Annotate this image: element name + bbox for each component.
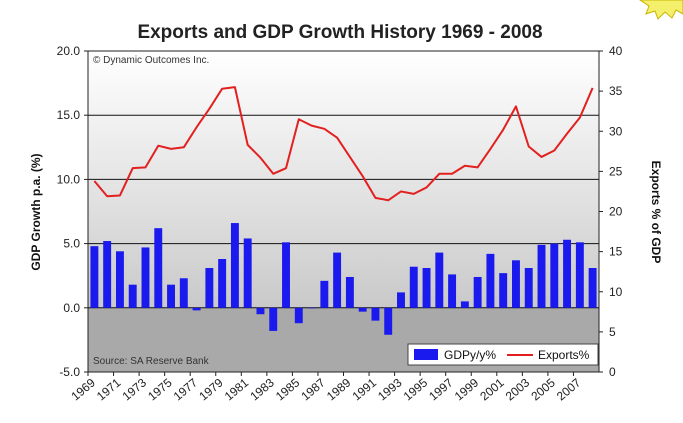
bar-gdp-1972	[128, 284, 137, 308]
tick-label-right: 5	[609, 325, 616, 339]
bar-gdp-1991	[371, 307, 380, 321]
tick-label-left: 5.0	[63, 237, 80, 251]
bar-gdp-1970	[103, 241, 112, 308]
tick-label-x: 1991	[350, 375, 380, 403]
tick-label-x: 1973	[120, 375, 150, 403]
tick-label-x: 2003	[503, 375, 533, 403]
tick-label-x: 1969	[68, 375, 98, 403]
bar-gdp-2004	[537, 244, 546, 308]
legend-box	[407, 343, 599, 366]
bar-gdp-1987	[320, 280, 329, 308]
tick-label-x: 1981	[222, 375, 252, 403]
tick-label-x: 2001	[477, 375, 507, 403]
bar-gdp-1996	[435, 252, 444, 308]
tick-label-x: 1975	[145, 375, 175, 403]
bar-gdp-1999	[473, 276, 482, 308]
tick-label-right: 15	[609, 245, 623, 259]
tick-label-x: 1977	[171, 375, 201, 403]
line-exports	[93, 86, 594, 202]
tick-label-x: 1995	[401, 375, 431, 403]
tick-label-x: 1971	[94, 375, 124, 403]
bar-gdp-1978	[205, 268, 214, 308]
tick-label-x: 1989	[324, 375, 354, 403]
bar-gdp-1997	[448, 274, 457, 308]
copyright-note: © Dynamic Outcomes Inc.	[93, 55, 209, 66]
tick-label-x: 1999	[452, 375, 482, 403]
bar-gdp-1973	[141, 247, 150, 308]
bar-gdp-1975	[167, 284, 175, 308]
bar-gdp-1995	[422, 268, 431, 308]
bar-gdp-1994	[409, 266, 418, 308]
plot-border	[87, 50, 600, 373]
tick-label-right: 0	[609, 365, 616, 379]
tick-label-right: 10	[609, 285, 623, 299]
tick-label-right: 40	[609, 44, 623, 58]
tick-label-right: 30	[609, 124, 623, 138]
chart-title: Exports and GDP Growth History 1969 - 20…	[137, 22, 542, 43]
bar-gdp-1971	[115, 251, 124, 308]
bar-gdp-1984	[282, 242, 290, 308]
bar-gdp-1981	[243, 238, 252, 308]
tick-label-x: 1979	[196, 375, 226, 403]
bar-gdp-2007	[575, 242, 584, 308]
bar-gdp-2001	[499, 273, 508, 308]
bar-gdp-1986	[307, 307, 316, 309]
bar-gdp-2005	[550, 243, 559, 308]
tick-label-x: 2007	[554, 375, 584, 403]
tick-label-right: 25	[609, 164, 623, 178]
tick-label-x: 1983	[247, 375, 277, 403]
legend-label-gdp: GDPy/y%	[444, 348, 496, 362]
bar-gdp-1992	[384, 307, 393, 335]
bar-gdp-2000	[486, 253, 495, 308]
bar-gdp-1993	[397, 292, 405, 308]
tick-label-right: 20	[609, 205, 623, 219]
bar-gdp-1983	[269, 307, 278, 331]
bar-gdp-1979	[218, 259, 227, 308]
bar-gdp-1977	[192, 307, 201, 311]
source-note: Source: SA Reserve Bank	[93, 356, 210, 367]
y-axis-right-title: Exports % of GDP	[649, 161, 663, 264]
tick-label-left: 0.0	[63, 301, 80, 315]
tick-label-x: 1997	[426, 375, 456, 403]
tick-label-x: 1985	[273, 375, 303, 403]
bar-gdp-1980	[230, 223, 239, 308]
bar-gdp-1982	[256, 307, 265, 315]
tick-label-left: 15.0	[57, 108, 81, 122]
bar-gdp-2006	[563, 239, 572, 308]
tick-label-left: 20.0	[57, 44, 81, 58]
legend-swatch-gdp	[414, 349, 438, 360]
tick-label-left: -5.0	[59, 365, 80, 379]
tick-label-right: 35	[609, 84, 623, 98]
bar-gdp-2002	[512, 260, 520, 308]
tick-label-left: 10.0	[57, 172, 81, 186]
y-axis-left-title: GDP Growth p.a. (%)	[29, 153, 43, 270]
tick-label-x: 1987	[298, 375, 328, 403]
bar-gdp-1998	[460, 301, 469, 308]
bar-gdp-1976	[179, 278, 188, 308]
bar-gdp-1969	[90, 246, 99, 308]
bar-gdp-1990	[358, 307, 367, 312]
bar-gdp-1985	[294, 307, 303, 324]
tick-label-x: 1993	[375, 375, 405, 403]
bar-gdp-2008	[588, 268, 597, 308]
corner-burst-shape	[639, 0, 683, 20]
bar-gdp-1988	[333, 252, 342, 308]
bar-gdp-2003	[524, 268, 533, 308]
legend-label-exports: Exports%	[538, 348, 590, 362]
legend: GDPy/y% Exports%	[407, 343, 599, 366]
bar-gdp-1989	[345, 276, 354, 308]
tick-label-x: 2005	[528, 375, 558, 403]
bar-gdp-1974	[154, 228, 163, 308]
